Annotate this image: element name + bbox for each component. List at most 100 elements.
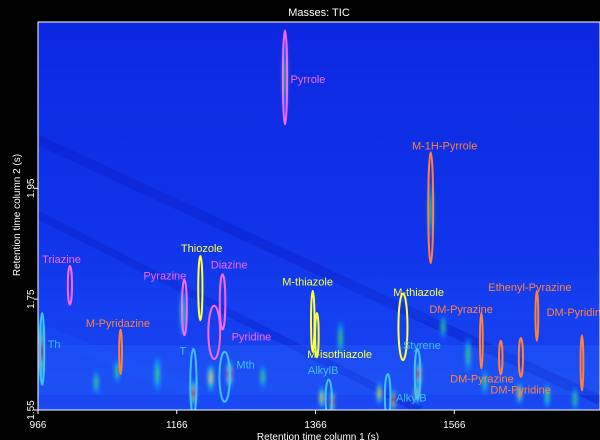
peak-spot xyxy=(191,379,196,408)
peak-contour xyxy=(155,364,159,384)
compound-region-outline xyxy=(66,264,73,306)
compound-annotation: M-Pyridazine xyxy=(86,318,150,375)
peak-spot xyxy=(320,386,324,409)
peak-contour xyxy=(483,376,487,389)
compound-label: Pyrazine xyxy=(143,271,186,283)
compound-region-outline xyxy=(478,312,484,370)
compound-annotation: T xyxy=(180,346,198,410)
compound-label: DM-Pyridine xyxy=(547,307,600,319)
compound-region-outline xyxy=(118,328,123,375)
compound-annotation: Th xyxy=(39,312,61,387)
compound-label: Ethenyl-Pyrazine xyxy=(488,282,571,294)
compound-annotation: Pyrrole xyxy=(281,29,326,126)
y-axis-title: Retention time column 2 (s) xyxy=(12,154,23,276)
compound-label: M-thiazole xyxy=(393,287,444,299)
peak-contour xyxy=(339,328,343,348)
plot-frame xyxy=(37,21,600,411)
peak-spot xyxy=(94,371,98,394)
compound-annotation: M-1H-Pyrrole xyxy=(412,140,477,265)
y-axis-ticks: 1.55 1.75 1.95 xyxy=(26,178,38,420)
compound-annotation: Diazine xyxy=(211,260,248,331)
compound-region-outline xyxy=(427,151,435,265)
peak-spot xyxy=(115,360,119,383)
peak-contour xyxy=(545,389,549,403)
plot-area: Pyrrole M-1H-Pyrrole Triazine Thiozole Pyraz… xyxy=(38,22,600,410)
compound-region-outline xyxy=(324,378,333,410)
compound-annotation: Ethenyl-Pyrazine xyxy=(488,282,571,342)
region-layer: Pyrrole M-1H-Pyrrole Triazine Thiozole Pyraz… xyxy=(39,29,600,410)
compound-label: Styrene xyxy=(403,340,441,352)
x-tick-label: 966 xyxy=(30,420,47,431)
peak-contour xyxy=(94,376,98,389)
compound-region-outline xyxy=(218,273,227,331)
compound-annotation: M-thiazole xyxy=(393,287,444,362)
peak-spot xyxy=(429,182,433,239)
compound-annotation: Pyrazine xyxy=(143,271,188,337)
x-tick-label: 1566 xyxy=(443,420,466,431)
compound-region-outline xyxy=(498,339,504,375)
peak-spot xyxy=(518,382,522,405)
peak-spot xyxy=(483,371,487,394)
compound-region-outline xyxy=(413,348,422,400)
compound-label: T xyxy=(180,346,187,358)
compound-annotation: Triazine xyxy=(42,254,81,306)
peak-contour xyxy=(191,389,195,398)
peak-spot xyxy=(441,315,445,338)
compound-annotation: M-thiazole xyxy=(282,276,333,353)
compound-annotation: AlkylB xyxy=(383,372,427,410)
compound-annotation: DM-Pyridine xyxy=(547,307,600,392)
x-axis-title: Retention time column 1 (s) xyxy=(257,432,379,440)
background-band xyxy=(38,211,422,410)
peak-contour xyxy=(377,389,381,398)
compound-region-outline xyxy=(197,254,204,322)
compound-label: DM-Pyridine xyxy=(490,384,551,396)
peak-spot xyxy=(466,337,470,372)
compound-region-outline xyxy=(189,348,198,410)
compound-label: AlkylB xyxy=(396,393,427,405)
peak-spot xyxy=(573,387,577,410)
peak-spot xyxy=(545,385,550,408)
compound-annotation: AlkylB xyxy=(308,365,338,410)
compound-label: Th xyxy=(48,339,61,351)
peak-contour xyxy=(391,396,395,404)
background-band xyxy=(38,135,600,405)
compound-region-outline xyxy=(534,289,540,342)
compound-label: M-Pyridazine xyxy=(86,318,150,330)
peak-contour xyxy=(518,389,522,398)
compound-region-outline xyxy=(218,350,231,403)
compound-annotation: Thiozole xyxy=(181,243,223,322)
y-tick-label: 1.95 xyxy=(26,178,37,198)
compound-label: Triazine xyxy=(42,254,81,266)
compound-label: M-isothiazole xyxy=(307,349,372,361)
compound-label: Pyridine xyxy=(232,332,272,344)
compound-region-outline xyxy=(39,312,46,387)
peak-contour xyxy=(283,58,287,97)
x-tick-label: 1366 xyxy=(304,420,327,431)
peak-spot xyxy=(377,382,382,405)
peak-spot xyxy=(339,321,343,355)
peak-contour xyxy=(261,370,265,384)
background-band xyxy=(38,323,243,410)
chart-title: Masses: TIC xyxy=(288,7,350,19)
compound-region-outline xyxy=(314,312,320,359)
compound-label: Pyrrole xyxy=(291,74,326,86)
peak-contour xyxy=(466,345,470,364)
compound-label: M-thiazole xyxy=(282,276,333,288)
compound-label: M-1H-Pyrrole xyxy=(412,140,477,152)
compound-region-outline xyxy=(310,289,316,353)
y-tick-label: 1.55 xyxy=(26,400,37,420)
compound-annotation: Styrene xyxy=(403,340,441,400)
y-tick-label: 1.75 xyxy=(26,289,37,309)
compound-label: DM-Pyrazine xyxy=(450,373,514,385)
compound-label: Diazine xyxy=(211,260,248,272)
compound-annotation: Mth xyxy=(218,350,255,403)
compound-annotation: DM-Pyrazine xyxy=(429,304,493,370)
peak-spot xyxy=(391,388,395,410)
compound-region-outline xyxy=(579,334,585,392)
peak-spot xyxy=(208,363,213,392)
peak-spot xyxy=(283,44,287,111)
peak-contour xyxy=(441,320,445,334)
compound-annotation: DM-Pyrazine xyxy=(450,339,514,385)
peak-contour xyxy=(573,392,577,406)
